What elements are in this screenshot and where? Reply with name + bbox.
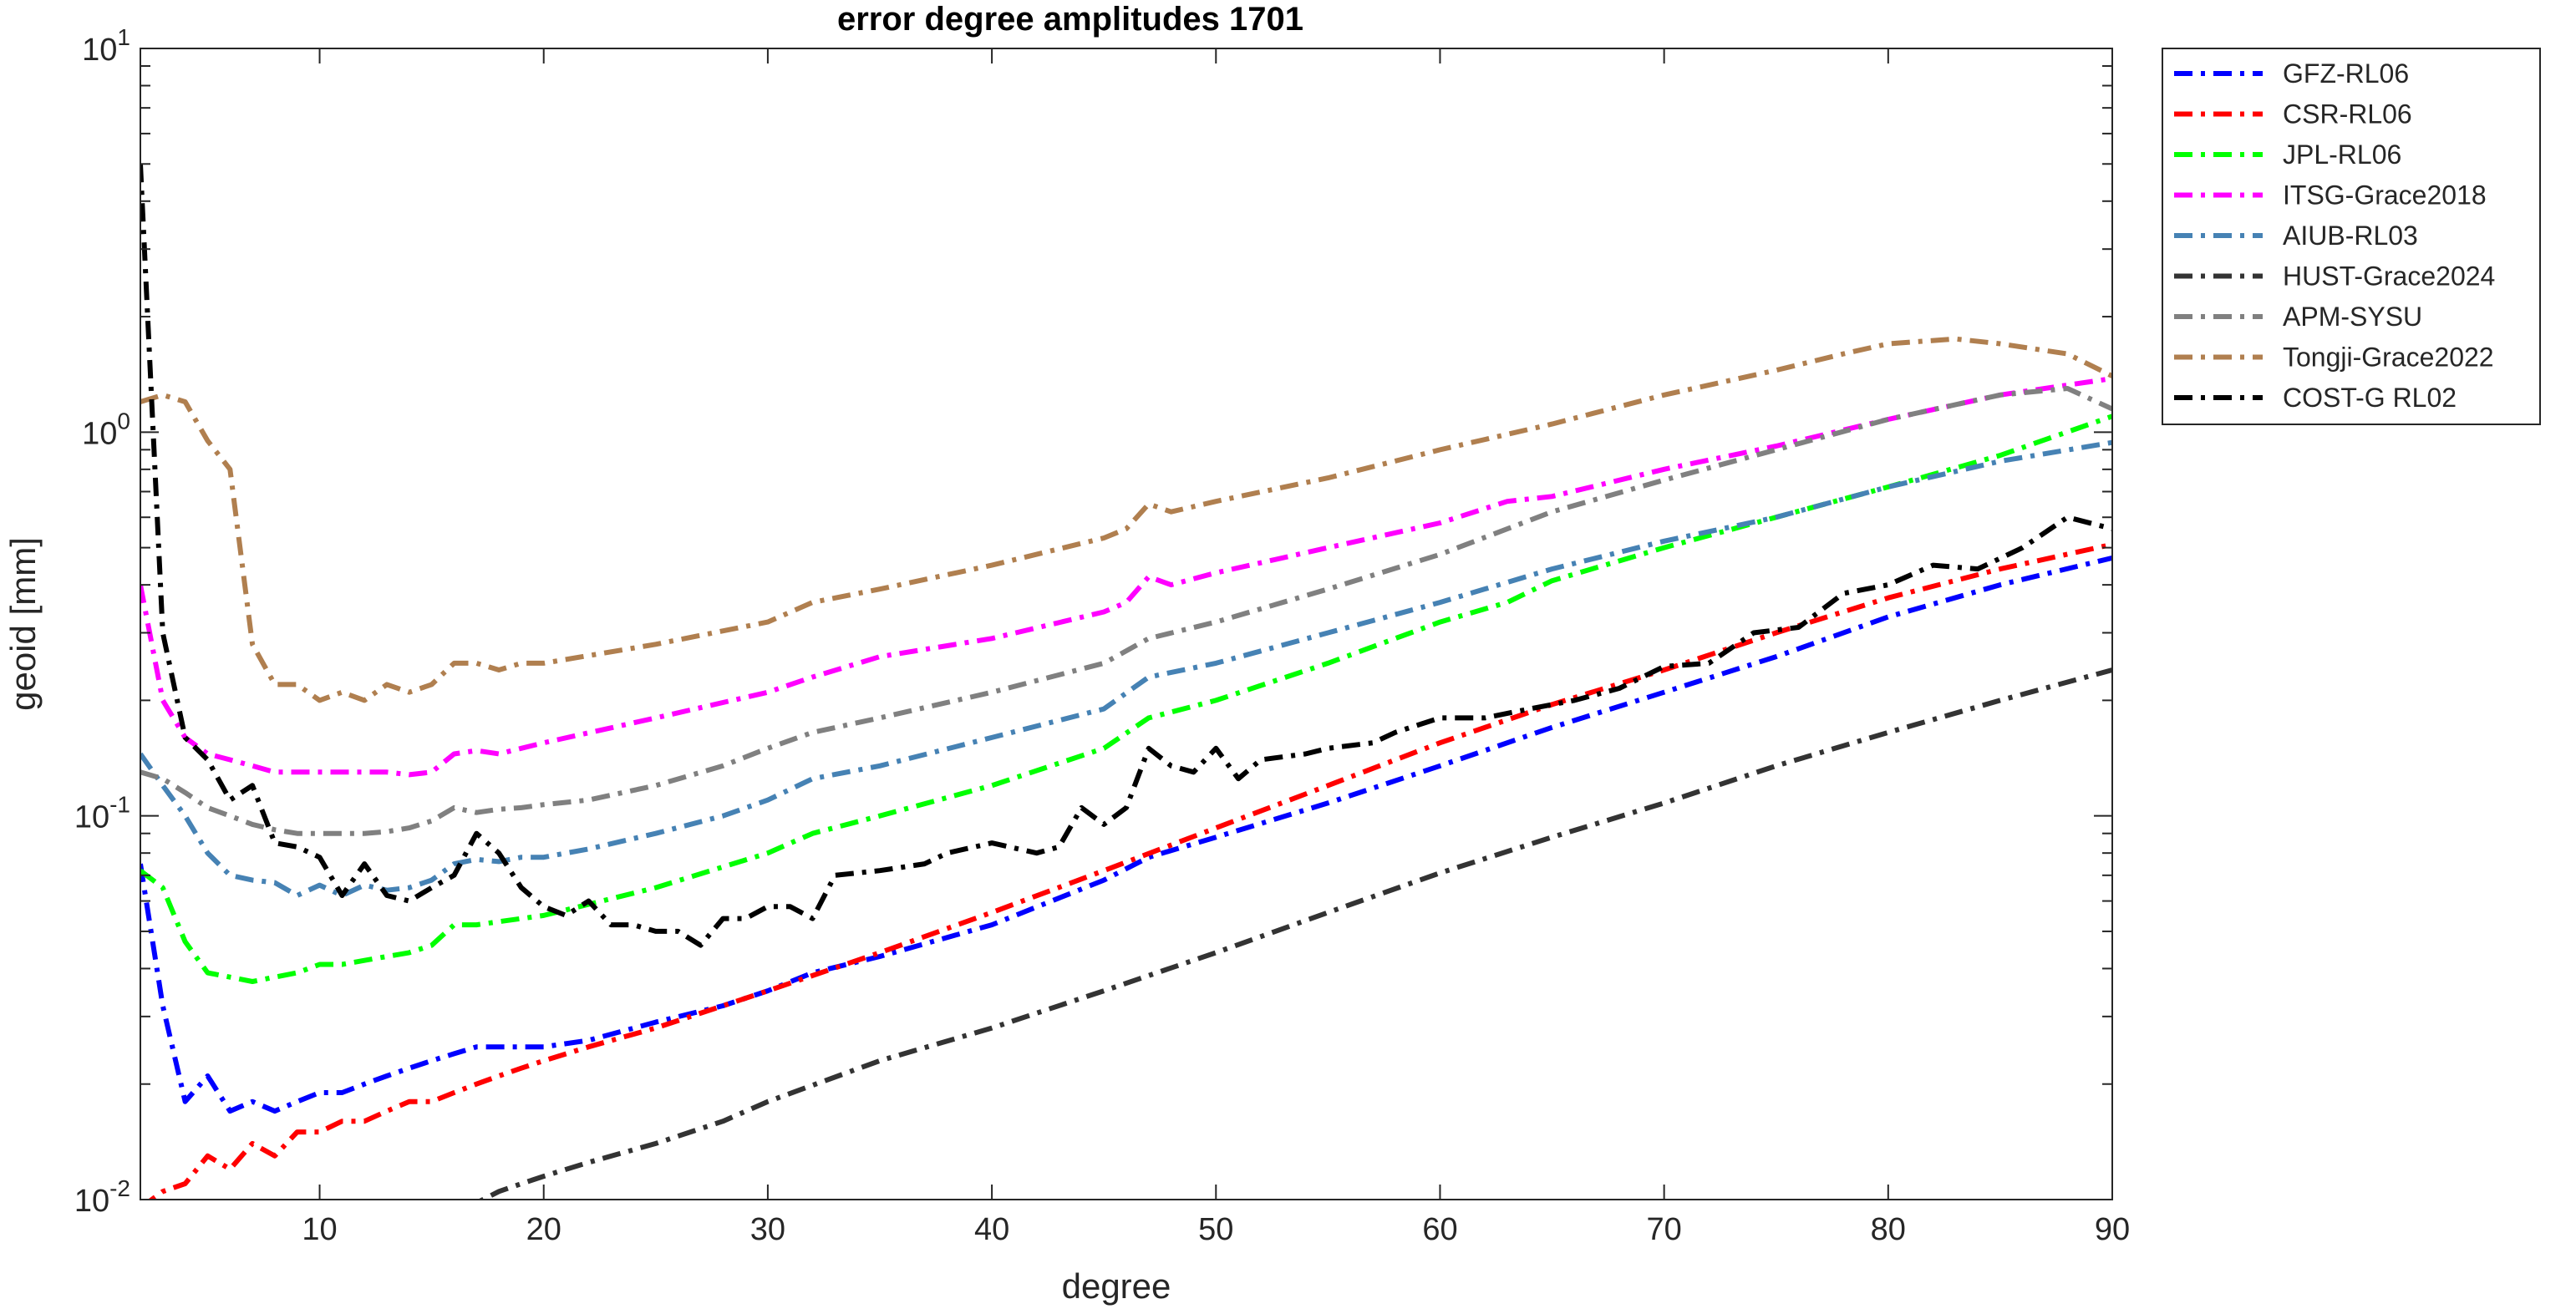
y-tick-label: 10-2 [74,1175,130,1219]
legend-entry-8: Tongji-Grace2022 [2283,342,2494,373]
legend-entry-3: JPL-RL06 [2283,140,2401,170]
series-line-7 [140,386,2112,836]
y-tick-label: 10-1 [74,792,130,835]
legend: GFZ-RL06 CSR-RL06 JPL-RL06 ITSG-Grace2018 AI… [2162,48,2541,425]
tick-layer: 10 20 30 40 50 60 70 80 90 101 100 10-1 10-2 [74,24,2130,1247]
legend-entry-1: GFZ-RL06 [2283,58,2409,89]
x-tick-label: 60 [1422,1212,1457,1247]
legend-entry-5: AIUB-RL03 [2283,221,2418,251]
series-line-9 [140,164,2112,948]
x-tick-label: 20 [526,1212,561,1247]
plot-background [140,48,2112,1200]
x-tick-label: 50 [1198,1212,1233,1247]
x-tick-label: 90 [2095,1212,2130,1247]
chart-title: error degree amplitudes 1701 [837,1,1303,38]
series-line-1 [140,555,2112,1114]
y-tick-label: 100 [82,408,130,451]
series-line-5 [140,439,2112,898]
legend-entry-4: ITSG-Grace2018 [2283,180,2487,211]
legend-entry-9: COST-G RL02 [2283,383,2457,413]
series-line-2 [147,541,2112,1200]
series-line-8 [140,336,2112,703]
series-line-3 [140,414,2112,984]
legend-entry-7: APM-SYSU [2283,302,2422,332]
x-tick-label: 40 [974,1212,1009,1247]
legend-items: GFZ-RL06 CSR-RL06 JPL-RL06 ITSG-Grace2018 AI… [2174,58,2495,413]
x-tick-label: 70 [1646,1212,1681,1247]
series-line-6 [477,667,2112,1200]
x-tick-label: 80 [1871,1212,1906,1247]
series-line-4 [140,376,2112,778]
x-tick-label: 30 [750,1212,785,1247]
x-axis-label: degree [1062,1266,1171,1306]
plot-area [140,48,2112,1200]
y-axis-label: geoid [mm] [3,537,43,711]
plot-frame [140,48,2113,1200]
y-tick-label: 101 [82,24,130,68]
legend-entry-2: CSR-RL06 [2283,99,2412,129]
x-tick-label: 10 [302,1212,337,1247]
legend-entry-6: HUST-Grace2024 [2283,261,2495,292]
series-layer [140,164,2112,1200]
